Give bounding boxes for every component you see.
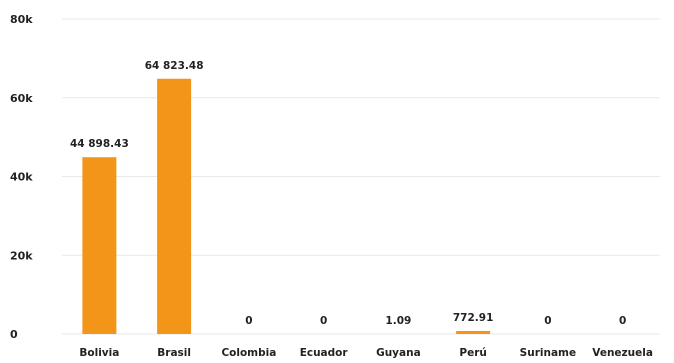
- y-tick-label: 40k: [10, 171, 33, 184]
- bar-per: [456, 330, 491, 334]
- data-label: 0: [544, 315, 551, 327]
- bar-bolivia: [82, 157, 117, 334]
- data-label: 772.91: [453, 312, 494, 324]
- bar-brasil: [157, 78, 192, 335]
- value-labels: 44 898.43 64 823.48 0 0 1.09 772.91 0 0: [70, 60, 626, 327]
- y-tick-label: 60k: [10, 92, 33, 105]
- x-tick-label: Colombia: [221, 347, 276, 359]
- x-tick-label: Ecuador: [300, 347, 349, 359]
- y-tick-label: 20k: [10, 249, 33, 262]
- x-tick-label: Bolivia: [79, 347, 119, 359]
- bars: [82, 78, 491, 335]
- x-tick-label: Guyana: [376, 347, 421, 359]
- data-label: 44 898.43: [70, 138, 129, 150]
- data-label: 1.09: [385, 315, 411, 327]
- y-axis-ticks: 0 20k 40k 60k 80k: [10, 13, 33, 341]
- x-tick-label: Suriname: [520, 347, 576, 359]
- data-label: 0: [320, 315, 327, 327]
- y-tick-label: 0: [10, 328, 18, 341]
- x-axis-labels: Bolivia Brasil Colombia Ecuador Guyana Perú Su…: [79, 347, 653, 359]
- y-tick-label: 80k: [10, 13, 33, 26]
- x-tick-label: Brasil: [157, 347, 191, 359]
- data-label: 64 823.48: [145, 60, 204, 72]
- x-tick-label: Venezuela: [592, 347, 653, 359]
- x-tick-label: Perú: [459, 347, 486, 359]
- data-label: 0: [619, 315, 626, 327]
- data-label: 0: [245, 315, 252, 327]
